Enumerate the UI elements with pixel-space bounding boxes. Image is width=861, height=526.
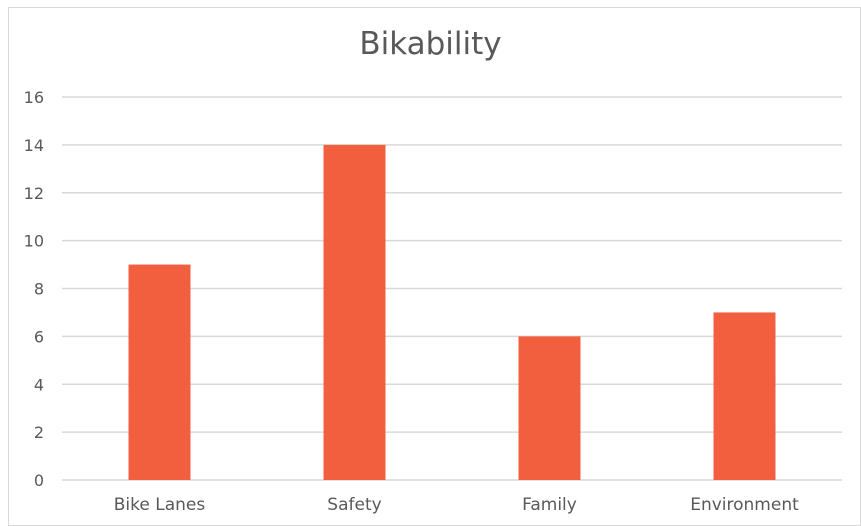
x-category-label: Family [522,495,577,515]
y-tick-label: 16 [24,88,44,107]
y-axis-tick-labels: 0 2 4 6 8 10 12 14 16 [24,88,44,490]
y-tick-label: 8 [34,280,44,299]
y-tick-label: 10 [24,232,44,251]
bar-bike-lanes [128,264,191,480]
y-tick-label: 2 [34,423,44,442]
y-tick-label: 12 [24,184,44,203]
y-tick-label: 6 [34,327,44,346]
chart-title: Bikability [359,26,502,62]
y-tick-label: 0 [34,471,44,490]
bar-family [518,336,581,480]
bars [128,144,776,480]
x-category-label: Safety [327,495,381,515]
x-category-label: Bike Lanes [114,495,206,515]
x-axis-category-labels: Bike Lanes Safety Family Environment [114,495,799,515]
y-tick-label: 4 [34,375,44,394]
y-tick-label: 14 [24,136,44,155]
bar-safety [323,144,386,480]
bar-environment [713,312,776,480]
gridlines [62,96,842,481]
x-category-label: Environment [690,495,799,515]
